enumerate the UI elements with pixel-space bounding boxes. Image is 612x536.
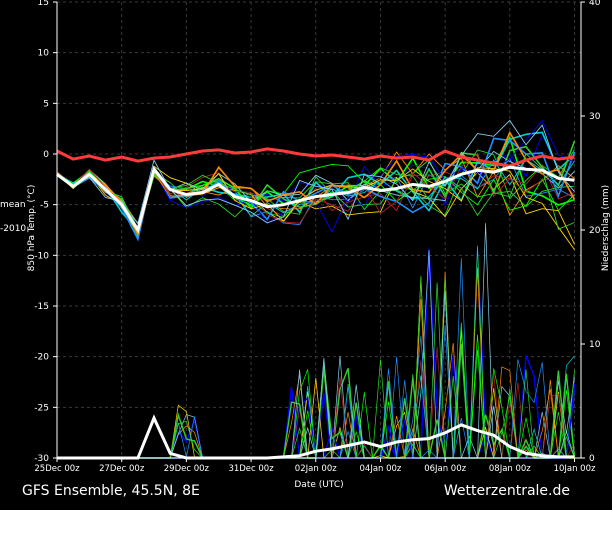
y-tick-label-left: -20: [34, 353, 49, 363]
x-tick-label: 02Jan 00z: [295, 464, 337, 474]
legend-fragment-mean: mean: [0, 200, 26, 210]
y-tick-label-left: -5: [40, 201, 49, 211]
x-axis-label: Date (UTC): [294, 480, 343, 490]
x-tick-label: 29Dec 00z: [164, 464, 210, 474]
x-tick-label: 06Jan 00z: [424, 464, 466, 474]
brand-logo-text: Wetterzentrale.de: [443, 483, 570, 499]
y-tick-label-right: 20: [589, 226, 601, 236]
y-tick-label-left: -30: [34, 454, 49, 464]
x-tick-label: 10Jan 00z: [554, 464, 596, 474]
y-tick-label-right: 30: [589, 112, 601, 122]
axes: [53, 1, 585, 462]
y-tick-label-left: 10: [38, 49, 50, 59]
mean-and-climatology: [56, 147, 575, 460]
y-tick-label-left: 15: [38, 0, 49, 8]
y-axis-label-left: 850 hPa Temp. (°C): [27, 185, 37, 272]
legend-fragment-2010: -2010: [0, 224, 26, 234]
y-tick-label-left: 5: [43, 99, 49, 109]
x-tick-label: 27Dec 00z: [99, 464, 145, 474]
y-axis-label-right: Niederschlag (mm): [601, 185, 611, 271]
ensemble-chart: -30 -25 -20 -15 -10 -5 0 5 10 15 0 10 20 30 40 25Dec 00…: [0, 0, 611, 490]
chart-panel: -30 -25 -20 -15 -10 -5 0 5 10 15 0 10 20 30 40 25Dec 00…: [0, 0, 612, 510]
y-tick-label-left: 0: [43, 150, 49, 160]
x-tick-label: 08Jan 00z: [489, 464, 531, 474]
tick-labels: -30 -25 -20 -15 -10 -5 0 5 10 15 0 10 20 30 40 25Dec 00…: [34, 0, 600, 474]
mean-precip-line: [57, 414, 575, 460]
y-tick-label-right: 10: [589, 340, 601, 350]
y-tick-label-left: -10: [34, 251, 49, 261]
y-tick-label-right: 40: [589, 0, 601, 8]
x-tick-label: 25Dec 00z: [34, 464, 80, 474]
y-tick-label-left: -25: [34, 403, 49, 413]
chart-title: GFS Ensemble, 45.5N, 8E: [22, 483, 200, 499]
y-tick-label-left: -15: [34, 302, 49, 312]
mean-temp-line: [56, 165, 575, 234]
temp-member-line: [56, 150, 575, 225]
x-tick-label: 04Jan 00z: [360, 464, 402, 474]
y-tick-label-right: 0: [589, 454, 595, 464]
climatology-line: [56, 147, 575, 168]
x-tick-label: 31Dec 00z: [228, 464, 274, 474]
